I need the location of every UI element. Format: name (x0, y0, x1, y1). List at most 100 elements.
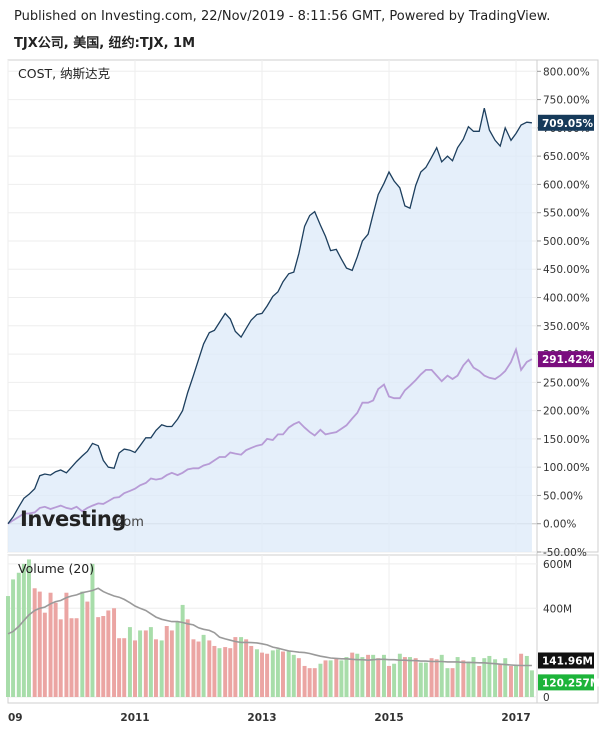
volume-bar (418, 662, 423, 697)
volume-bar (508, 665, 513, 697)
price-y-tick-label: -50.00% (543, 547, 587, 559)
volume-bar (175, 621, 180, 697)
volume-bar (366, 654, 371, 697)
volume-bar (122, 638, 127, 697)
price-y-tick-label: 150.00% (543, 434, 590, 446)
volume-bar (392, 663, 397, 697)
volume-last-badge-bg (538, 674, 594, 691)
volume-bar (286, 651, 291, 697)
price-y-tick-label: 200.00% (543, 406, 590, 418)
volume-bar (53, 602, 58, 697)
volume-bar (148, 627, 153, 697)
volume-bar (328, 660, 333, 697)
volume-bar (296, 658, 301, 697)
volume-last-badge: 120.257M (542, 677, 600, 689)
volume-bar (127, 627, 132, 697)
volume-bar (37, 591, 42, 697)
volume-bar (529, 670, 534, 697)
volume-bar (387, 665, 392, 697)
axis-labels-layer: 800.00%750.00%700.00%650.00%600.00%550.0… (8, 66, 590, 724)
volume-bar (280, 651, 285, 697)
volume-ma-badge: 141.96M (542, 655, 593, 667)
volume-bar (312, 668, 317, 697)
volume-bar (455, 657, 460, 697)
volume-bar (133, 640, 137, 697)
volume-y-tick-label: 0 (543, 692, 550, 704)
volume-bar (217, 648, 222, 697)
volume-bar (355, 653, 360, 697)
volume-bar (26, 559, 31, 697)
area-layer (8, 108, 532, 552)
volume-bar (302, 665, 307, 697)
volume-bar (402, 657, 407, 697)
cost-compare-line (7, 346, 533, 525)
volume-bar (101, 616, 106, 697)
volume-bar (249, 645, 254, 697)
volume-bar (344, 657, 349, 697)
price-y-tick-label: 250.00% (543, 377, 590, 389)
volume-bar (466, 661, 471, 697)
published-caption: Published on Investing.com, 22/Nov/2019 … (14, 9, 551, 24)
volume-ma-line (7, 587, 532, 667)
volume-bar (244, 639, 249, 697)
volume-bar (164, 626, 169, 697)
volume-bar (334, 658, 339, 697)
volume-bar (180, 604, 185, 697)
x-tick-label: 09 (8, 712, 23, 724)
volume-bar (260, 652, 265, 697)
price-y-tick-label: 550.00% (543, 208, 590, 220)
volume-y-tick-label: 400M (543, 603, 572, 615)
volume-bar (360, 657, 365, 697)
x-tick-label: 2011 (120, 712, 149, 724)
volume-bar (482, 658, 487, 697)
volume-bar (112, 608, 117, 697)
volume-bar (233, 637, 238, 697)
volume-bar (85, 601, 90, 697)
volume-bar (307, 668, 312, 697)
price-y-tick-label: 450.00% (543, 264, 590, 276)
volume-bar (445, 668, 450, 697)
price-y-tick-label: 750.00% (543, 95, 590, 107)
volume-bar (74, 618, 79, 697)
volume-bar (371, 654, 376, 697)
volume-bar (413, 658, 418, 697)
volume-bar (80, 591, 85, 697)
volume-bar (498, 663, 503, 697)
ticker-title: TJX公司, 美国, 纽约:TJX, 1M (14, 36, 196, 51)
volume-bar (32, 588, 37, 697)
volume-bar (318, 663, 323, 697)
volume-bar (201, 634, 206, 697)
volume-bar (323, 660, 328, 697)
volume-bar (207, 640, 212, 697)
volume-bar (212, 645, 217, 697)
volume-bar (477, 665, 482, 697)
tjx-area-fill (8, 108, 532, 552)
volume-bar (429, 658, 434, 697)
volume-bar (461, 660, 466, 697)
logo-suffix: .com (112, 515, 144, 530)
value-badges-layer: 709.05% 291.42% 141.96M 120.257M (538, 114, 600, 691)
price-y-tick-label: 400.00% (543, 293, 590, 305)
price-legend: COST, 纳斯达克 (18, 66, 110, 81)
cost-value-badge: 291.42% (542, 354, 594, 366)
volume-bar (106, 610, 111, 697)
volume-bar (117, 638, 122, 697)
cost-value-badge-bg (538, 351, 594, 368)
volume-bar (159, 640, 164, 697)
volume-bar (90, 563, 95, 697)
tjx-value-badge: 709.05% (542, 118, 594, 130)
volume-bar (16, 572, 21, 697)
volume-bar (493, 659, 498, 697)
volume-bar (169, 630, 174, 697)
volume-bar (96, 617, 101, 697)
volume-bar (6, 596, 10, 697)
price-y-tick-label: 100.00% (543, 462, 590, 474)
volume-bar (423, 662, 428, 697)
investing-logo: Investing .com (20, 507, 144, 531)
volume-bar (254, 649, 259, 697)
volume-bar (291, 654, 296, 697)
volume-bar (143, 630, 148, 697)
volume-bar (48, 592, 53, 697)
volume-bar (196, 641, 201, 697)
x-tick-label: 2017 (501, 712, 530, 724)
